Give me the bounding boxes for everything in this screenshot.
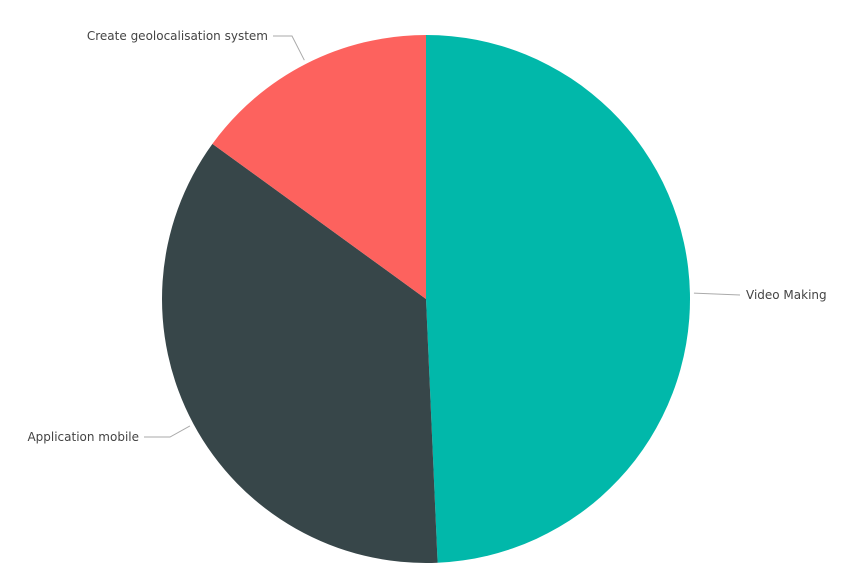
pie-slice-create-geolocalisation-system[interactable] — [212, 35, 426, 299]
data-label-application-mobile: Application mobile — [27, 430, 139, 444]
leader-line-application-mobile — [144, 425, 191, 438]
leader-line-create-geolocalisation-system — [273, 35, 305, 61]
leader-line-video-making — [693, 292, 741, 296]
pie-slices — [162, 35, 691, 563]
pie-labels: Video Making Application mobile Create geo… — [27, 29, 826, 444]
pie-slice-application-mobile[interactable] — [162, 143, 438, 563]
pie-slice-video-making[interactable] — [426, 35, 691, 563]
data-label-create-geolocalisation-system: Create geolocalisation system — [87, 29, 268, 43]
data-label-video-making: Video Making — [746, 288, 827, 302]
